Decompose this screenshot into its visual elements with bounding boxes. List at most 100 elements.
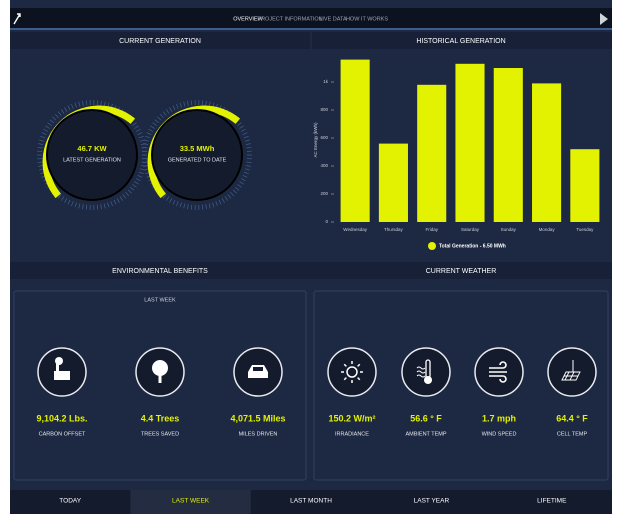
tab-active-bg xyxy=(130,490,251,514)
icon-shape xyxy=(56,364,59,372)
gauge-tick xyxy=(243,171,249,175)
metric-value: 150.2 W/m² xyxy=(328,413,375,423)
gauge-tick xyxy=(38,143,44,145)
icon xyxy=(248,365,268,378)
gauge-tick xyxy=(165,109,170,114)
x-tick-label: Friday xyxy=(425,227,438,232)
gauge-tick xyxy=(60,196,65,201)
gauge-tick xyxy=(125,191,130,197)
section-title: CURRENT WEATHER xyxy=(426,268,497,275)
gauge-tick xyxy=(154,119,159,124)
gauge-tick xyxy=(227,194,232,199)
gauge-tick xyxy=(169,107,173,112)
gauge-tick xyxy=(143,165,149,167)
gauge-tick xyxy=(85,204,88,210)
gauge-tick xyxy=(142,161,148,164)
gauge-tick xyxy=(78,203,81,209)
gauge-tick xyxy=(67,105,71,111)
bar xyxy=(493,68,523,222)
y-tick-label: 0 xyxy=(325,219,328,224)
gauge-tick xyxy=(183,203,186,209)
icon-shape xyxy=(343,363,347,367)
gauge-tick xyxy=(138,135,144,139)
tab[interactable]: LIFETIME xyxy=(537,498,567,505)
icon-shape xyxy=(561,371,581,381)
gauge-tick xyxy=(119,196,124,201)
nav-link[interactable]: HOW IT WORKS xyxy=(346,16,388,22)
y-tick-label: 800 xyxy=(320,107,328,112)
gauge-tick xyxy=(242,132,248,136)
gauge-tick xyxy=(148,128,154,132)
gauge-tick xyxy=(71,201,74,207)
gauge-tick xyxy=(74,102,77,108)
y-tick-label: 600 xyxy=(320,135,328,140)
icon-shape xyxy=(424,376,432,384)
tab[interactable]: LAST MONTH xyxy=(290,498,332,505)
legend-label: Total Generation - 6.50 MWh xyxy=(439,243,506,249)
bar xyxy=(340,59,370,222)
gauge-tick xyxy=(187,100,189,106)
logo xyxy=(13,13,21,25)
tab[interactable]: LAST WEEK xyxy=(172,498,210,505)
period-label: LAST WEEK xyxy=(144,297,176,303)
tab[interactable]: TODAY xyxy=(59,498,81,505)
gauge-tick xyxy=(144,139,150,142)
icon xyxy=(561,360,581,381)
gauge-tick xyxy=(110,201,113,207)
gauge-tick xyxy=(78,101,81,107)
gauge-tick xyxy=(74,202,77,208)
bar xyxy=(378,143,408,222)
metric-label: MILES DRIVEN xyxy=(239,431,278,437)
gauge-label: GENERATED TO DATE xyxy=(168,157,227,163)
gauge-tick xyxy=(157,116,162,121)
bar xyxy=(532,83,562,223)
section-title: ENVIRONMENTAL BENEFITS xyxy=(112,268,208,275)
gauge-tick xyxy=(38,165,44,167)
gauge-tick xyxy=(116,198,120,203)
icon-shape xyxy=(248,365,268,378)
gauge-tick xyxy=(239,125,244,129)
gauge-tick xyxy=(146,132,152,136)
gauge-tick xyxy=(176,201,179,207)
panel xyxy=(313,290,609,481)
gauge-tick xyxy=(240,128,246,132)
nav-link[interactable]: LIVE DATA xyxy=(319,16,347,22)
icon-circle xyxy=(327,347,377,397)
bar xyxy=(455,63,485,222)
gauge-tick xyxy=(237,122,242,126)
gauge-tick xyxy=(60,109,65,114)
bar xyxy=(570,149,600,222)
gauge-tick xyxy=(132,122,137,126)
icon-shape xyxy=(346,366,358,378)
gauge-tick xyxy=(232,189,237,194)
section-title: HISTORICAL GENERATION xyxy=(416,38,505,45)
section-header xyxy=(10,262,612,279)
nav-link[interactable]: OVERVIEW xyxy=(233,16,263,22)
gauge-tick xyxy=(176,103,179,109)
icon-shape xyxy=(152,360,168,376)
gauge-tick xyxy=(49,119,54,124)
gauge-tick xyxy=(244,168,250,171)
gauge-tick xyxy=(183,101,186,107)
nav-arrow[interactable] xyxy=(600,13,608,25)
gauge-tick xyxy=(130,186,135,191)
y-tick-label: 400 xyxy=(320,163,328,168)
metric-label: IRRADIANCE xyxy=(335,431,369,437)
gauge-tick xyxy=(212,202,215,208)
gauge-tick xyxy=(237,184,242,188)
gauge-tick xyxy=(145,135,151,139)
nav-link[interactable]: PROJECT INFORMATION xyxy=(257,16,322,22)
icon xyxy=(54,357,70,380)
icon-shape xyxy=(357,363,361,367)
tab-bar xyxy=(10,490,612,514)
metric-value: 4,071.5 Miles xyxy=(230,413,285,423)
metric-label: AMBIENT TEMP xyxy=(405,431,446,437)
gauge-tick xyxy=(100,100,102,106)
gauge-tick xyxy=(224,196,229,201)
gauge-tick xyxy=(239,181,244,185)
gauge-tick xyxy=(162,111,167,116)
tab[interactable]: LAST YEAR xyxy=(414,498,450,505)
gauge-tick xyxy=(85,100,88,106)
gauge-tick xyxy=(244,139,250,142)
